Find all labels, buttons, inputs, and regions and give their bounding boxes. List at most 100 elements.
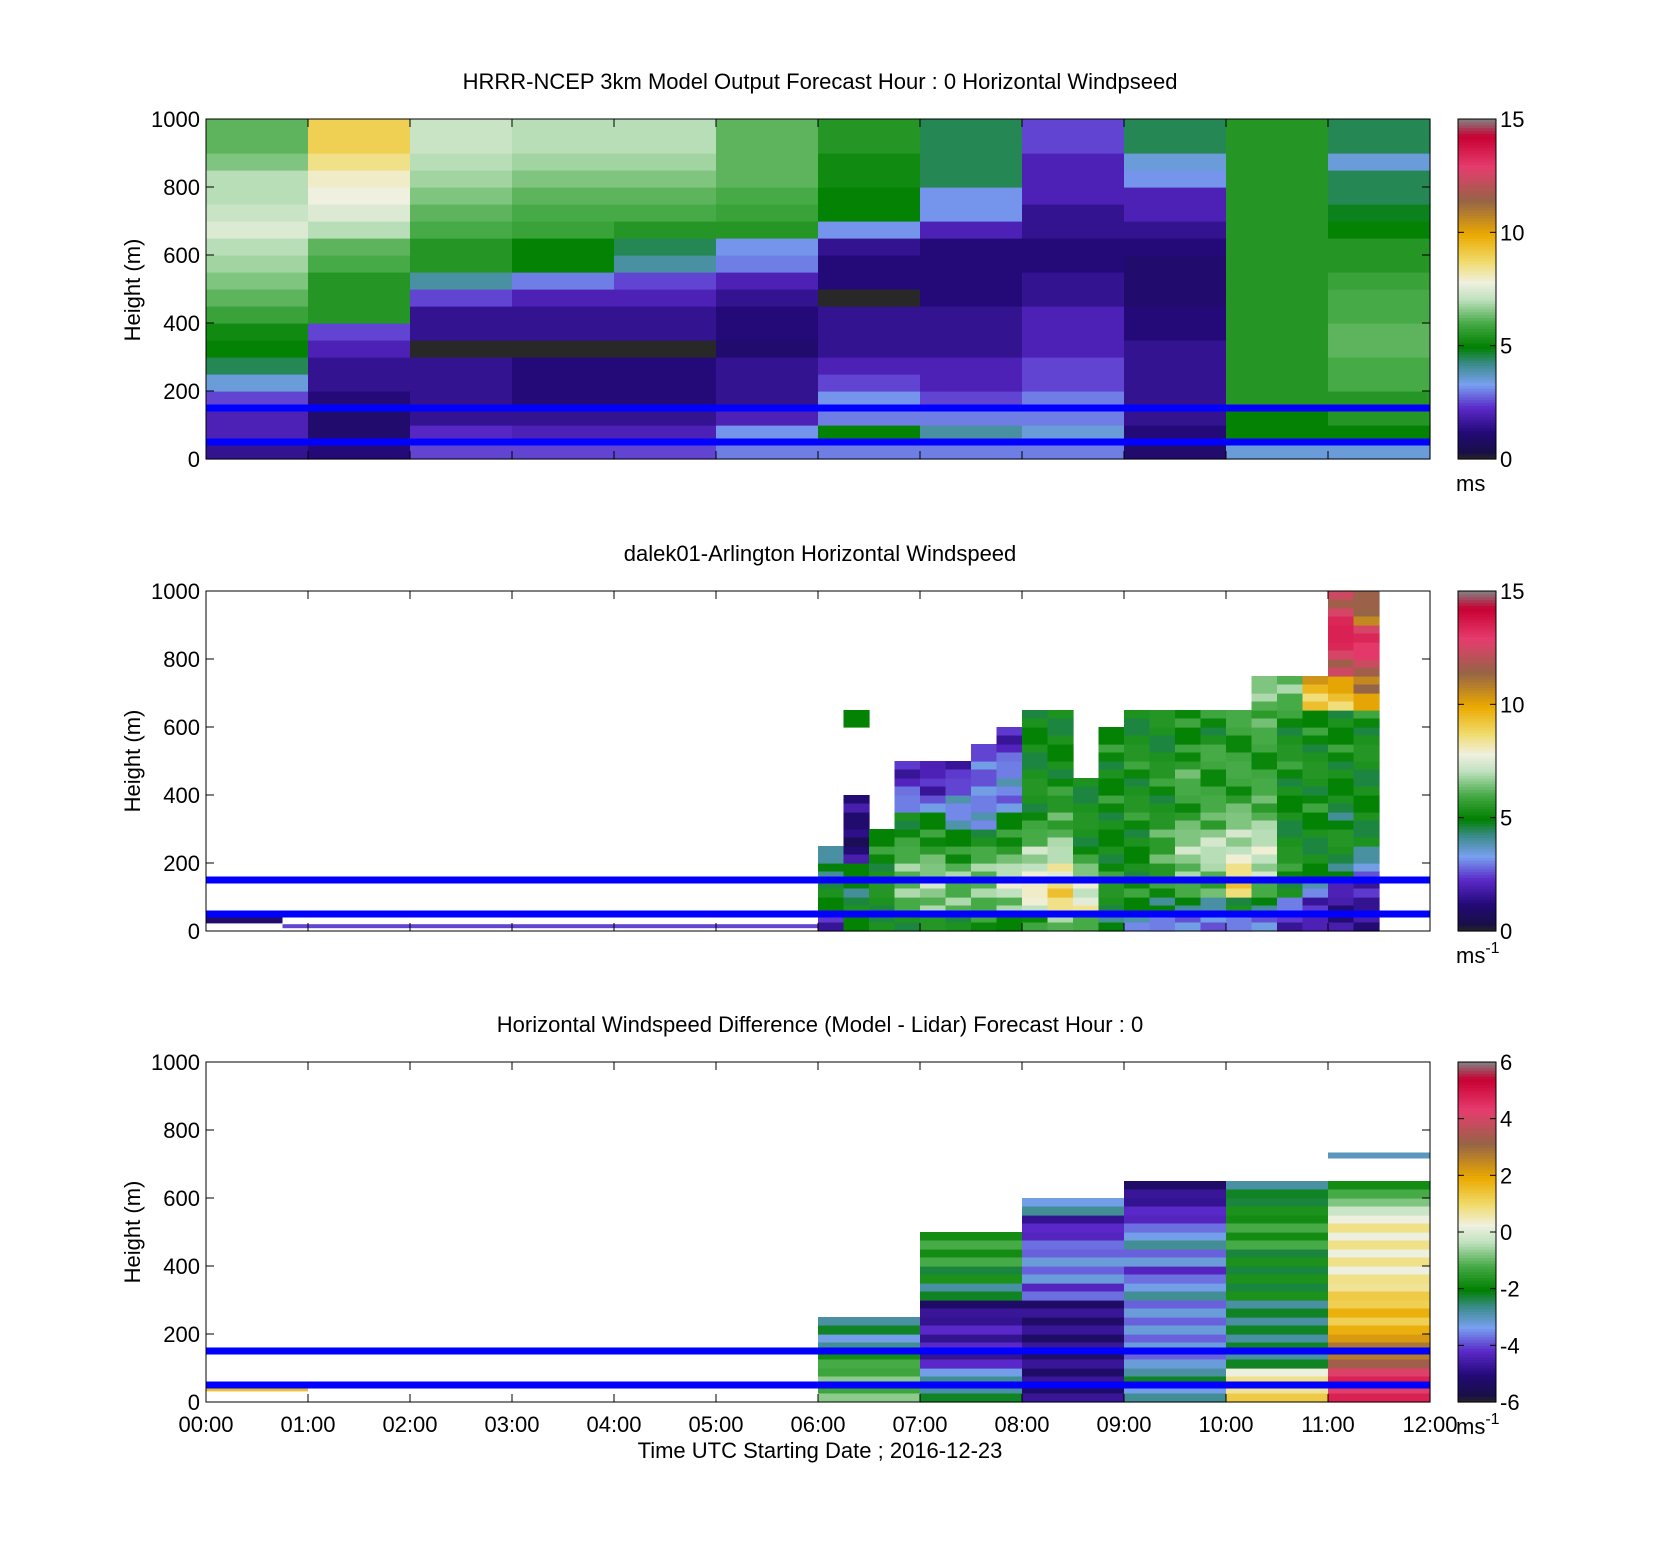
- heatmap-cell: [1124, 323, 1227, 341]
- colorbar-swatch: [1458, 707, 1496, 711]
- heatmap-cell: [614, 238, 717, 256]
- heatmap-cell: [1124, 1393, 1227, 1403]
- heatmap-cell: [894, 863, 921, 873]
- heatmap-cell: [920, 1342, 1023, 1352]
- heatmap-cell: [1022, 1385, 1125, 1395]
- colorbar-swatch: [1458, 1390, 1496, 1395]
- colorbar-swatch: [1458, 184, 1496, 188]
- heatmap-cell: [1328, 1206, 1431, 1216]
- heatmap-cell: [1277, 744, 1304, 754]
- colorbar-swatch: [1458, 803, 1496, 807]
- heatmap-cell: [1328, 408, 1431, 426]
- heatmap-cell: [1328, 1274, 1431, 1284]
- colorbar-swatch: [1458, 331, 1496, 335]
- heatmap-cell: [818, 846, 845, 856]
- heatmap-cell: [308, 306, 411, 324]
- heatmap-cell: [1124, 170, 1227, 188]
- colorbar-swatch: [1458, 715, 1496, 720]
- heatmap-cell: [716, 170, 819, 188]
- heatmap-cell: [308, 408, 411, 426]
- heatmap-cell: [1226, 1206, 1329, 1216]
- colorbar-swatch: [1458, 860, 1496, 864]
- heatmap-cell: [1149, 905, 1176, 915]
- heatmap-cell: [920, 442, 1023, 460]
- heatmap-cell: [843, 820, 870, 830]
- heatmap-cell: [1200, 854, 1227, 864]
- heatmap-cell: [1022, 1215, 1125, 1225]
- heatmap-cell: [920, 922, 947, 932]
- heatmap-cell: [1328, 1308, 1431, 1318]
- heatmap-cell: [1124, 718, 1151, 728]
- colorbar-swatch: [1458, 1263, 1496, 1267]
- heatmap-cell: [1302, 871, 1329, 881]
- colorbar-swatch: [1458, 1365, 1496, 1369]
- heatmap-cell: [1124, 153, 1227, 171]
- heatmap-cell: [1149, 761, 1176, 771]
- colorbar-swatch: [1458, 427, 1496, 432]
- heatmap-cell: [1022, 905, 1049, 915]
- heatmap-cell: [894, 803, 921, 813]
- heatmap-cell: [996, 854, 1023, 864]
- colorbar-swatch: [1458, 891, 1496, 895]
- heatmap-cell: [1098, 727, 1125, 737]
- colorbar-tick-label: 15: [1500, 579, 1524, 604]
- heatmap-cell: [1022, 1274, 1125, 1284]
- heatmap-cell: [1328, 1283, 1431, 1293]
- heatmap-cell: [894, 888, 921, 898]
- heatmap-cell: [1047, 752, 1074, 762]
- heatmap-cell: [1022, 221, 1125, 239]
- colorbar-swatch: [1458, 1291, 1496, 1295]
- colorbar-swatch: [1458, 1319, 1496, 1324]
- colorbar-swatch: [1458, 772, 1496, 776]
- heatmap-cell: [1098, 854, 1125, 864]
- colorbar-swatch: [1458, 712, 1496, 717]
- heatmap-cell: [206, 119, 309, 137]
- heatmap-cell: [996, 795, 1023, 805]
- heatmap-cell: [920, 1249, 1023, 1259]
- heatmap-cell: [920, 854, 947, 864]
- heatmap-cell: [1022, 735, 1049, 745]
- heatmap-cell: [818, 136, 921, 154]
- heatmap-cell: [1200, 803, 1227, 813]
- heatmap-cell: [1022, 391, 1125, 409]
- colorbar-swatch: [1458, 320, 1496, 324]
- heatmap-cell: [614, 391, 717, 409]
- heatmap-cell: [1200, 880, 1227, 890]
- colorbar-swatch: [1458, 1251, 1496, 1256]
- colorbar-swatch: [1458, 1076, 1496, 1080]
- heatmap-cell: [1022, 871, 1049, 881]
- heatmap-cell: [1124, 1215, 1227, 1225]
- colorbar-swatch: [1458, 158, 1496, 163]
- colorbar-swatch: [1458, 269, 1496, 273]
- colorbar-swatch: [1458, 676, 1496, 680]
- colorbar-swatch: [1458, 874, 1496, 878]
- heatmap-cell: [1022, 803, 1049, 813]
- heatmap-cell: [1328, 684, 1355, 694]
- colorbar-swatch: [1458, 252, 1496, 256]
- colorbar-swatch: [1458, 1237, 1496, 1242]
- heatmap-cell: [971, 897, 998, 907]
- heatmap-cell: [1277, 837, 1304, 847]
- colorbar-swatch: [1458, 1212, 1496, 1216]
- colorbar-swatch: [1458, 226, 1496, 231]
- colorbar-swatch: [1458, 430, 1496, 435]
- heatmap-cell: [1124, 854, 1151, 864]
- heatmap-cell: [1251, 812, 1278, 822]
- heatmap-cell: [206, 917, 283, 924]
- heatmap-cell: [1302, 888, 1329, 898]
- heatmap-cell: [1277, 752, 1304, 762]
- heatmap-cell: [818, 374, 921, 392]
- heatmap-cell: [971, 778, 998, 788]
- heatmap-cell: [1353, 727, 1380, 737]
- heatmap-cell: [1226, 374, 1329, 392]
- heatmap-cell: [920, 1385, 1023, 1395]
- heatmap-cell: [920, 136, 1023, 154]
- colorbar-swatch: [1458, 763, 1496, 768]
- heatmap-cell: [206, 425, 309, 443]
- heatmap-cell: [1353, 888, 1380, 898]
- heatmap-cell: [1226, 829, 1253, 839]
- heatmap-cell: [1277, 718, 1304, 728]
- colorbar-swatch: [1458, 178, 1496, 182]
- colorbar-swatch: [1458, 724, 1496, 728]
- heatmap-cell: [512, 425, 615, 443]
